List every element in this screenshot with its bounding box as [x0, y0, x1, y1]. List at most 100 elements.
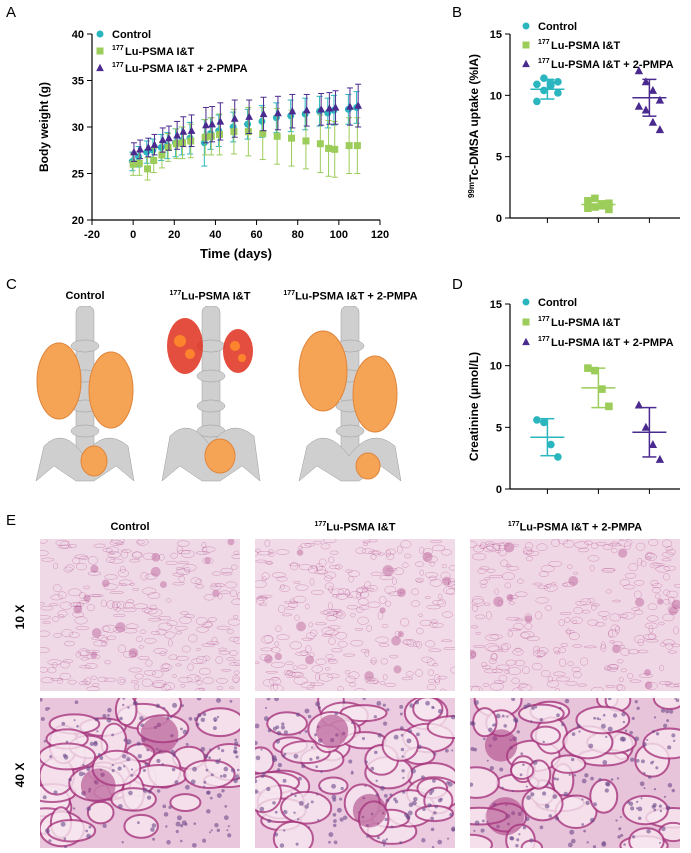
tubule [57, 591, 67, 600]
tubule [661, 551, 675, 558]
nucleus [401, 769, 405, 773]
tubule [486, 568, 496, 573]
tubule [425, 555, 438, 563]
tubule [345, 569, 353, 574]
tubule [336, 610, 346, 619]
nucleus [221, 789, 225, 793]
x-tick-label: 0 [130, 229, 136, 241]
tubule [624, 541, 631, 550]
tubule [385, 600, 392, 607]
nucleus [174, 780, 179, 785]
y-tick-label: 5 [496, 422, 502, 434]
tubule [119, 679, 125, 683]
tubule [82, 679, 88, 685]
nucleus [631, 835, 636, 839]
tubule [346, 605, 359, 610]
tubule [328, 659, 338, 664]
data-point [316, 140, 324, 148]
nucleus [304, 804, 309, 809]
tubule [201, 546, 216, 553]
tubule [505, 616, 520, 621]
tubule [397, 545, 403, 554]
tubule [175, 566, 183, 571]
histo-40x-control [40, 698, 240, 848]
nucleus [280, 725, 286, 730]
tubule [662, 639, 675, 646]
nucleus [618, 827, 622, 831]
tubule [665, 546, 673, 552]
tubule [526, 635, 540, 642]
tubule [190, 577, 202, 584]
data-point [244, 128, 252, 136]
tubule [310, 565, 317, 569]
tubule [261, 572, 270, 580]
nucleus [210, 829, 213, 832]
tubule [112, 626, 124, 633]
nucleus [295, 842, 299, 846]
tubule [571, 666, 581, 673]
nucleus [282, 778, 287, 783]
nucleus [433, 811, 437, 815]
nucleus [667, 745, 672, 750]
tubule [219, 590, 231, 595]
tubule [483, 546, 496, 553]
tubule [126, 599, 135, 604]
nucleus [332, 812, 337, 817]
tubule [100, 641, 108, 647]
tubule [349, 682, 357, 687]
nucleus [515, 844, 519, 848]
data-point [157, 143, 165, 151]
tubule [361, 548, 375, 554]
tubule [116, 601, 126, 609]
tubule [412, 641, 421, 647]
nucleus [259, 806, 265, 812]
tubule [202, 677, 214, 684]
nucleus [617, 835, 621, 839]
y-axis-label: Creatinine (μmol/L) [467, 352, 481, 461]
legend-entry: Lu-PSMA I&T [551, 40, 621, 52]
nucleus [634, 736, 640, 742]
tubule [652, 698, 680, 711]
tubule [196, 647, 201, 651]
tubule [608, 640, 615, 644]
tubule [255, 559, 267, 563]
tubule [616, 659, 624, 664]
nucleus [480, 828, 485, 833]
tubule [509, 595, 519, 600]
data-point [288, 134, 296, 142]
tubule [587, 555, 600, 562]
tubule [480, 542, 487, 549]
tubule [655, 565, 670, 573]
nucleus [518, 833, 521, 836]
tubule [567, 564, 573, 570]
tubule [231, 598, 240, 606]
nucleus [556, 777, 559, 781]
y-tick-label: 40 [72, 29, 84, 41]
tubule [435, 678, 440, 685]
tubule [143, 670, 157, 676]
tubule [621, 612, 635, 620]
tubule [255, 550, 259, 557]
tubule [122, 602, 135, 609]
legend-isotope: 177 [538, 39, 550, 46]
nucleus [181, 704, 184, 708]
tubule [51, 661, 58, 668]
tubule [142, 587, 157, 595]
nucleus [175, 821, 181, 827]
data-point [346, 102, 354, 110]
tubule [379, 595, 387, 604]
tubule [321, 634, 334, 637]
nucleus [655, 766, 659, 770]
tubule [85, 649, 100, 654]
tubule [172, 572, 185, 577]
nucleus [636, 807, 639, 810]
tubule [285, 661, 294, 666]
nucleus [111, 769, 115, 773]
tubule [182, 563, 197, 572]
tubule [55, 539, 70, 546]
tubule [53, 562, 59, 570]
tubule [437, 675, 448, 680]
tubule [59, 672, 72, 680]
nucleus [121, 840, 124, 844]
nucleus [636, 706, 640, 710]
